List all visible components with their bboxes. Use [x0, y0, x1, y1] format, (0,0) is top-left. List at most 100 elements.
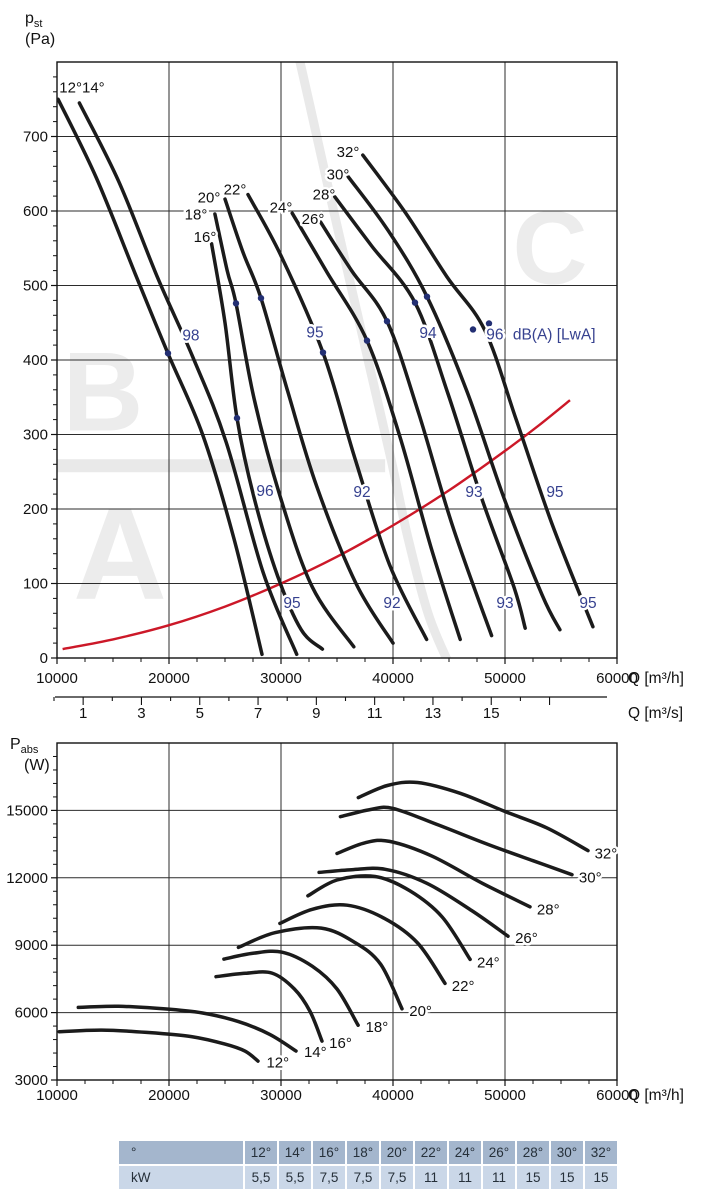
pressure_chart-frame: 10000 20000 30000 40000 50000 60000 0 100 200 300… — [23, 61, 684, 687]
blade-angle-label: 22° — [224, 181, 247, 198]
blade-angle-label: 30° — [579, 869, 602, 886]
x-axis-tick-label: 20000 — [148, 1087, 190, 1104]
noise-level-label: 93 — [496, 595, 513, 612]
blade-angle-label: 18° — [185, 207, 208, 224]
zone-letter-B: B — [63, 330, 144, 455]
table-cell: 11 — [449, 1166, 481, 1189]
blade-angle-label: 14° — [304, 1044, 327, 1061]
noise-level-dot — [257, 294, 265, 302]
table-row-header: ° — [119, 1141, 243, 1164]
x-axis-tick-label: 20000 — [148, 670, 190, 687]
power-curve-28° — [335, 838, 532, 909]
pressure-axis-unit: (Pa) — [25, 31, 56, 49]
table-cell: 11 — [483, 1166, 515, 1189]
table-row-header: kW — [119, 1166, 243, 1189]
noise-level-dot — [411, 299, 419, 306]
y-axis-tick-label: 3000 — [15, 1072, 48, 1089]
x-axis-tick-label: 30000 — [260, 1087, 302, 1104]
table-cell: 16° — [313, 1141, 345, 1164]
noise-level-dot — [469, 326, 477, 333]
x-axis-tick-label: 40000 — [372, 670, 414, 687]
table-cell: 20° — [381, 1141, 413, 1164]
table-cell: 30° — [551, 1141, 583, 1164]
table-cell: 7,5 — [347, 1166, 379, 1189]
table-cell: 11 — [415, 1166, 447, 1189]
x-axis-tick-label: 60000 — [596, 1087, 638, 1104]
blade-angle-label: 20° — [198, 190, 221, 207]
blade-angle-label: 24° — [477, 954, 500, 971]
blade-angle-label: 24° — [270, 199, 293, 216]
blade-angle-label: 26° — [515, 930, 538, 947]
fan-curve-32° — [361, 153, 595, 629]
table-cell: 5,5 — [279, 1166, 311, 1189]
power-curves — [57, 780, 590, 1063]
noise-level-dot — [485, 320, 493, 327]
x-axis-title: Q [m³/h] — [628, 1087, 684, 1104]
pressure-axis-title: pst (Pa) — [25, 10, 55, 50]
table-cell: 15 — [551, 1166, 583, 1189]
x-axis-tick-label: 40000 — [372, 1087, 414, 1104]
fan-curve-26° — [318, 219, 494, 638]
secondary-axis-tick-label: 11 — [367, 705, 383, 722]
secondary-axis-tick-label: 5 — [196, 705, 204, 722]
secondary-axis-tick-label: 3 — [137, 705, 145, 722]
power-axis-subscript: abs — [20, 744, 39, 757]
secondary-axis-tick-label: 1 — [79, 705, 87, 722]
noise-level-dot — [233, 414, 241, 422]
table-cell: 32° — [585, 1141, 617, 1164]
noise-level-label: 94 — [419, 325, 437, 342]
table-cell: 15 — [585, 1166, 617, 1189]
blade-angle-label: 12°14° — [59, 79, 104, 96]
y-axis-tick-label: 200 — [23, 501, 48, 518]
table-cell: 26° — [483, 1141, 515, 1164]
table-row-angles: ° 12° 14° 16° 18° 20° 22° 24° 26° 28° 30° 32° — [119, 1141, 619, 1164]
pressure-axis-subscript: st — [33, 18, 43, 31]
power-curve-32° — [356, 780, 590, 853]
table-cell: 28° — [517, 1141, 549, 1164]
y-axis-tick-label: 600 — [23, 203, 48, 220]
blade-angle-label: 20° — [409, 1003, 432, 1020]
y-axis-tick-label: 300 — [23, 427, 48, 444]
y-axis-tick-label: 100 — [23, 576, 48, 593]
table-cell: 12° — [245, 1141, 277, 1164]
secondary-flow-axis: 1 3 5 7 9 11 13 15 Q [m³/s] — [53, 696, 683, 722]
fan-curve-24° — [290, 211, 462, 642]
fan-curve-14° — [77, 101, 299, 657]
blade-angle-label: 28° — [313, 187, 336, 204]
noise-level-dot — [164, 350, 172, 357]
system-resistance-curve — [62, 399, 571, 651]
x-axis-title: Q [m³/h] — [628, 670, 684, 687]
power_chart-frame: 10000 20000 30000 40000 50000 60000 3000 6000 90… — [6, 742, 684, 1104]
y-axis-tick-label: 0 — [40, 650, 48, 667]
noise-level-dot — [232, 300, 240, 307]
secondary-axis-tick-label: 9 — [312, 705, 320, 722]
secondary-axis-tick-label: 7 — [254, 705, 262, 722]
power-curve-18° — [222, 949, 360, 1027]
power-axis-symbol: P — [10, 736, 21, 753]
x-axis-tick-label: 30000 — [260, 670, 302, 687]
secondary-axis-tick-label: 15 — [483, 705, 500, 722]
blade-angle-label: 26° — [302, 211, 325, 228]
y-axis-tick-label: 9000 — [15, 937, 48, 954]
noise-level-label: 93 — [465, 484, 482, 501]
power-curve-12° — [57, 1028, 260, 1063]
y-axis-tick-label: 15000 — [6, 802, 48, 819]
secondary-axis-tick-label: 13 — [425, 705, 442, 722]
y-axis-tick-label: 500 — [23, 278, 48, 295]
table-cell: 24° — [449, 1141, 481, 1164]
noise-level-label: 92 — [353, 484, 370, 501]
y-axis-tick-label: 400 — [23, 352, 48, 369]
blade-angle-label: 32° — [595, 845, 618, 862]
fan-curve-30° — [346, 174, 562, 632]
power-curve-22° — [278, 903, 447, 986]
fan-curve-22° — [246, 192, 429, 642]
x-axis-tick-label: 60000 — [596, 670, 638, 687]
power-chart-labels: 12° 14°16° 18° 20° 22°24° 26° 28° 30° 32° — [264, 843, 620, 1074]
power-curve-20° — [236, 925, 404, 1011]
table-cell: 22° — [415, 1141, 447, 1164]
table-row-kw: kW 5,5 5,5 7,5 7,5 7,5 11 11 11 15 15 15 — [119, 1166, 619, 1189]
blade-angle-label: 30° — [327, 166, 350, 183]
fan-curve-28° — [333, 195, 527, 630]
y-axis-tick-label: 6000 — [15, 1005, 48, 1022]
